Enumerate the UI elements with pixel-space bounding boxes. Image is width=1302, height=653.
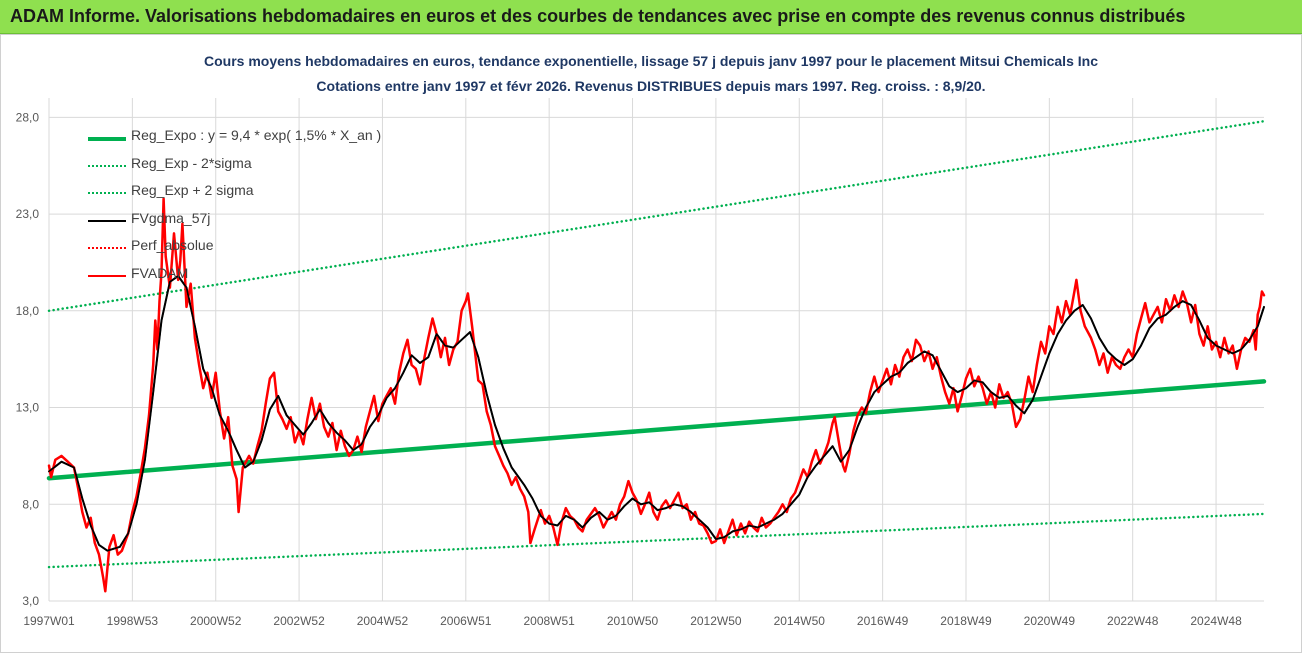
x-tick-label: 2010W50 [607,614,659,628]
y-tick-label: 3,0 [22,594,39,608]
report-banner: ADAM Informe. Valorisations hebdomadaire… [0,0,1302,34]
y-tick-label: 8,0 [22,497,39,511]
x-tick-label: 1998W53 [107,614,159,628]
legend-swatch [88,274,126,277]
x-tick-label: 2012W50 [690,614,742,628]
series-line-2 [47,119,1266,313]
y-tick-label: 13,0 [16,401,40,415]
legend-swatch [88,192,126,194]
legend-swatch [88,164,126,167]
y-tick-label: 28,0 [16,110,40,124]
x-tick-label: 2000W52 [190,614,242,628]
series-line-smoothed-overlay [48,275,1265,552]
x-tick-label: 2006W51 [440,614,492,628]
y-tick-label: 23,0 [16,207,40,221]
series-line-1 [47,512,1266,569]
series-line-5 [47,197,1266,593]
x-tick-label: 2016W49 [857,614,909,628]
legend-swatch [88,247,126,249]
legend-swatch [88,137,126,141]
x-tick-label: 2024W48 [1190,614,1242,628]
x-tick-label: 2020W49 [1024,614,1076,628]
x-tick-label: 2018W49 [940,614,992,628]
x-tick-label: 1997W01 [23,614,75,628]
x-tick-label: 2014W50 [774,614,826,628]
x-tick-label: 2002W52 [273,614,325,628]
chart-title: Cours moyens hebdomadaires en euros, ten… [204,53,1098,69]
legend-label: Reg_Exp - 2*sigma [131,154,252,171]
y-tick-label: 18,0 [16,304,40,318]
legend-label: FVgdma_57j [131,209,211,226]
legend-label: FVADAM [131,264,189,281]
legend-label: Reg_Expo : y = 9,4 * exp( 1,5% * X_an ) [131,127,382,143]
legend-label: Reg_Exp + 2 sigma [131,182,254,198]
x-tick-label: 2004W52 [357,614,409,628]
legend-swatch [88,219,126,222]
legend-label: Perf_absolue [131,237,214,253]
chart-subtitle: Cotations entre janv 1997 et févr 2026. … [316,78,986,94]
x-tick-label: 2022W48 [1107,614,1159,628]
x-tick-label: 2008W51 [523,614,575,628]
report-title: ADAM Informe. Valorisations hebdomadaire… [10,6,1186,26]
